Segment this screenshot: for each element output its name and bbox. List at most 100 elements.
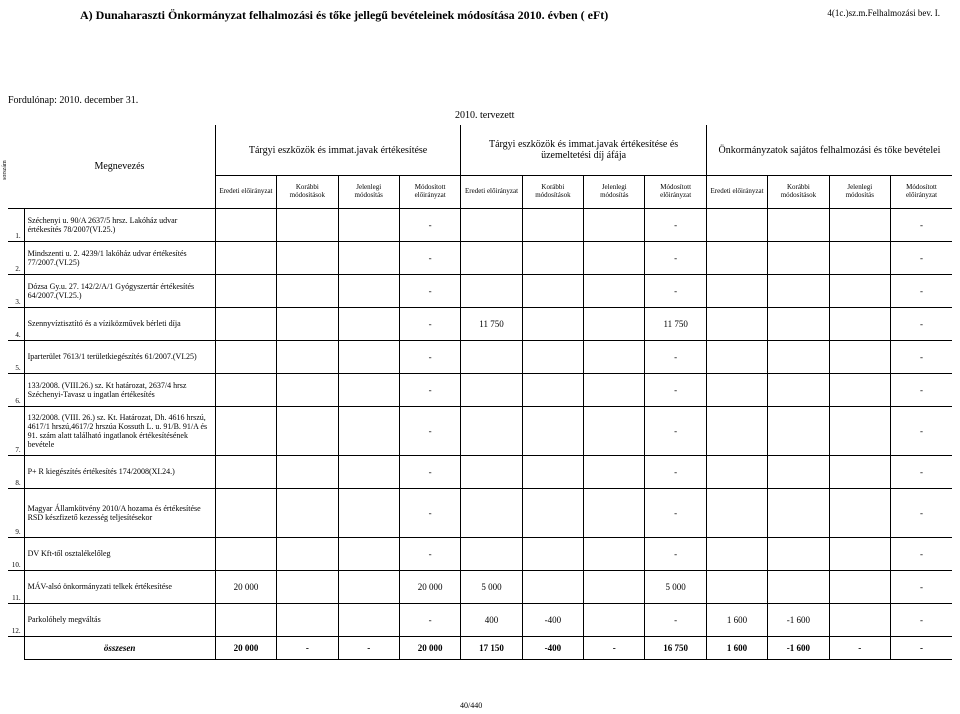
cell bbox=[522, 489, 583, 538]
cell bbox=[277, 489, 338, 538]
sum-cell: 20 000 bbox=[399, 637, 460, 660]
row-name: Magyar Államkötvény 2010/A hozama és ért… bbox=[24, 489, 215, 538]
cell bbox=[461, 341, 522, 374]
turn-date: Fordulónap: 2010. december 31. bbox=[8, 95, 138, 106]
cell: 5 000 bbox=[645, 571, 706, 604]
sum-cell: - bbox=[829, 637, 890, 660]
sub-c8: Módosított előirányzat bbox=[645, 176, 706, 209]
cell bbox=[522, 275, 583, 308]
cell bbox=[768, 308, 829, 341]
sub-c2: Korábbi módosítások bbox=[277, 176, 338, 209]
sum-cell: - bbox=[277, 637, 338, 660]
cell bbox=[584, 308, 645, 341]
cell bbox=[584, 489, 645, 538]
cell bbox=[522, 456, 583, 489]
sum-cell: 20 000 bbox=[215, 637, 276, 660]
sub-c6: Korábbi módosítások bbox=[522, 176, 583, 209]
cell bbox=[277, 209, 338, 242]
cell: - bbox=[890, 242, 952, 275]
cell bbox=[522, 341, 583, 374]
row-number: 12. bbox=[8, 604, 24, 637]
cell bbox=[829, 407, 890, 456]
table-row: 2.Mindszenti u. 2. 4239/1 lakóház udvar … bbox=[8, 242, 952, 275]
table-row: 10.DV Kft-től osztalékelőleg--- bbox=[8, 538, 952, 571]
cell bbox=[215, 209, 276, 242]
cell bbox=[584, 604, 645, 637]
cell: - bbox=[645, 407, 706, 456]
cell bbox=[829, 275, 890, 308]
cell bbox=[829, 571, 890, 604]
cell bbox=[277, 407, 338, 456]
cell bbox=[338, 489, 399, 538]
cell bbox=[706, 374, 767, 407]
cell: - bbox=[890, 275, 952, 308]
cell bbox=[706, 538, 767, 571]
cell: 400 bbox=[461, 604, 522, 637]
table-row: 6.133/2008. (VIII.26.) sz. Kt határozat,… bbox=[8, 374, 952, 407]
cell bbox=[338, 571, 399, 604]
cell bbox=[461, 489, 522, 538]
cell bbox=[461, 407, 522, 456]
cell bbox=[461, 242, 522, 275]
table-row: 11.MÁV-alsó önkormányzati telkek értékes… bbox=[8, 571, 952, 604]
cell bbox=[277, 604, 338, 637]
cell bbox=[768, 341, 829, 374]
sum-cell: 16 750 bbox=[645, 637, 706, 660]
sum-cell: -1 600 bbox=[768, 637, 829, 660]
cell bbox=[277, 456, 338, 489]
cell: - bbox=[645, 604, 706, 637]
sub-c5: Eredeti előirányzat bbox=[461, 176, 522, 209]
table-row: 12.Parkolóhely megváltás-400-400-1 600-1… bbox=[8, 604, 952, 637]
sum-cell: -400 bbox=[522, 637, 583, 660]
cell: - bbox=[399, 407, 460, 456]
row-name: Szennyvíztisztító és a víziközművek bérl… bbox=[24, 308, 215, 341]
cell bbox=[215, 341, 276, 374]
cell bbox=[461, 538, 522, 571]
cell bbox=[829, 538, 890, 571]
cell: 5 000 bbox=[461, 571, 522, 604]
cell bbox=[706, 275, 767, 308]
cell: - bbox=[399, 275, 460, 308]
cell: - bbox=[890, 538, 952, 571]
cell: - bbox=[645, 538, 706, 571]
cell: - bbox=[890, 571, 952, 604]
cell: - bbox=[399, 242, 460, 275]
cell bbox=[215, 308, 276, 341]
cell: - bbox=[890, 489, 952, 538]
cell bbox=[461, 275, 522, 308]
row-name: Iparterület 7613/1 területkiegészítés 61… bbox=[24, 341, 215, 374]
cell bbox=[215, 489, 276, 538]
cell bbox=[338, 308, 399, 341]
cell bbox=[768, 374, 829, 407]
cell bbox=[706, 407, 767, 456]
cell: - bbox=[645, 374, 706, 407]
cell: - bbox=[399, 341, 460, 374]
row-number: 2. bbox=[8, 242, 24, 275]
cell: - bbox=[645, 456, 706, 489]
cell bbox=[277, 242, 338, 275]
cell: 20 000 bbox=[215, 571, 276, 604]
row-number: 8. bbox=[8, 456, 24, 489]
cell: - bbox=[645, 242, 706, 275]
cell bbox=[215, 407, 276, 456]
row-number: 5. bbox=[8, 341, 24, 374]
cell bbox=[522, 242, 583, 275]
cell bbox=[584, 407, 645, 456]
cell bbox=[277, 275, 338, 308]
cell bbox=[338, 341, 399, 374]
cell bbox=[522, 308, 583, 341]
cell bbox=[584, 456, 645, 489]
cell bbox=[277, 571, 338, 604]
cell: - bbox=[890, 407, 952, 456]
cell bbox=[522, 571, 583, 604]
cell: 20 000 bbox=[399, 571, 460, 604]
cell: - bbox=[645, 489, 706, 538]
sum-cell: 17 150 bbox=[461, 637, 522, 660]
cell bbox=[215, 275, 276, 308]
cell bbox=[338, 456, 399, 489]
row-name: DV Kft-től osztalékelőleg bbox=[24, 538, 215, 571]
table-row: 7.132/2008. (VIII. 26.) sz. Kt. Határoza… bbox=[8, 407, 952, 456]
row-number: 10. bbox=[8, 538, 24, 571]
cell bbox=[768, 489, 829, 538]
sum-cell: - bbox=[890, 637, 952, 660]
